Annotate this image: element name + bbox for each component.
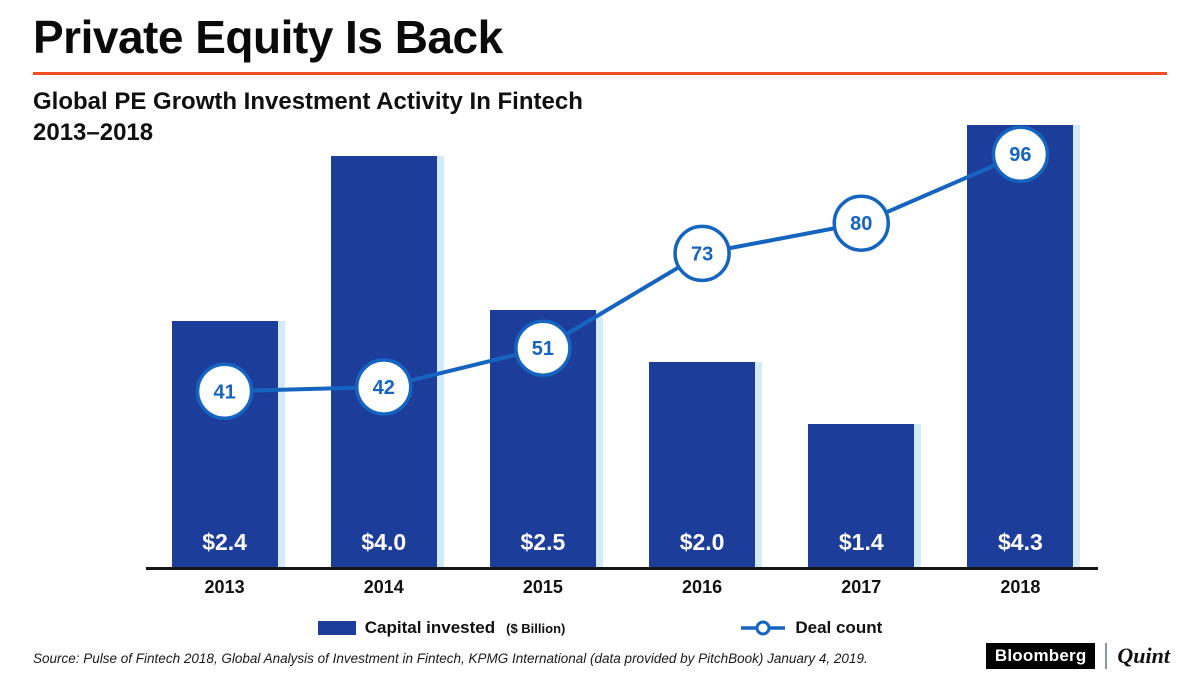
bar-value-label: $1.4 [838,529,884,555]
chart-legend: Capital invested ($ Billion) Deal count [0,618,1200,638]
x-tick-2015: 2015 [522,577,563,597]
deal-count-marker [673,224,731,283]
bar-2017: $1.4 [808,424,915,568]
bar-value-label: $2.0 [679,529,725,555]
title-accent-rule [33,72,1167,75]
brand-logo: Bloomberg Quint [985,643,1170,669]
deal-count-value: 42 [373,377,395,399]
bar-value-label: $2.4 [202,529,247,555]
x-axis-line [146,567,1098,570]
deal-count-marker [514,319,572,377]
deal-count-value: 96 [1009,144,1031,166]
deal-count-value: 41 [213,381,235,403]
deal-count-value: 80 [850,213,872,235]
chart-subtitle: Global PE Growth Investment Activity In … [33,86,583,148]
x-tick-2013: 2013 [204,577,245,597]
chart-subtitle-line2: 2013–2018 [33,119,154,147]
deal-count-marker [991,125,1050,183]
brand-divider [1105,643,1108,669]
bar-2013: $2.4 [171,321,278,568]
chart-subtitle-line1: Global PE Growth Investment Activity In … [33,88,583,115]
deal-count-line [224,152,1022,394]
deal-count-value: 51 [532,338,554,360]
bar-2018: $4.3 [967,125,1074,568]
page-title: Private Equity Is Back [33,11,503,63]
legend-capital-label: Capital invested [364,618,496,637]
deal-count-marker [195,362,254,421]
bar-value-label: $4.0 [361,529,407,555]
deal-count-marker-icon [741,620,786,636]
bloomberg-logo: Bloomberg [985,643,1096,669]
quint-logo: Quint [1117,643,1170,668]
legend-deal-label: Deal count [795,618,883,637]
capital-invested-swatch [317,621,356,635]
bar-2015: $2.5 [489,310,596,568]
bar-2016: $2.0 [649,362,756,568]
x-tick-2017: 2017 [841,577,882,597]
source-note: Source: Pulse of Fintech 2018, Global An… [33,651,868,666]
x-tick-2018: 2018 [1000,577,1041,597]
x-tick-2014: 2014 [363,577,404,597]
legend-capital-unit: ($ Billion) [506,620,566,636]
x-tick-2016: 2016 [682,577,723,597]
deal-count-marker [832,194,890,252]
deal-count-marker [355,358,413,416]
legend-item-deal-count: Deal count [740,618,882,638]
legend-item-capital: Capital invested ($ Billion) [317,618,566,638]
deal-count-value: 73 [691,243,713,265]
bar-value-label: $2.5 [520,529,566,555]
bar-value-label: $4.3 [998,529,1043,555]
